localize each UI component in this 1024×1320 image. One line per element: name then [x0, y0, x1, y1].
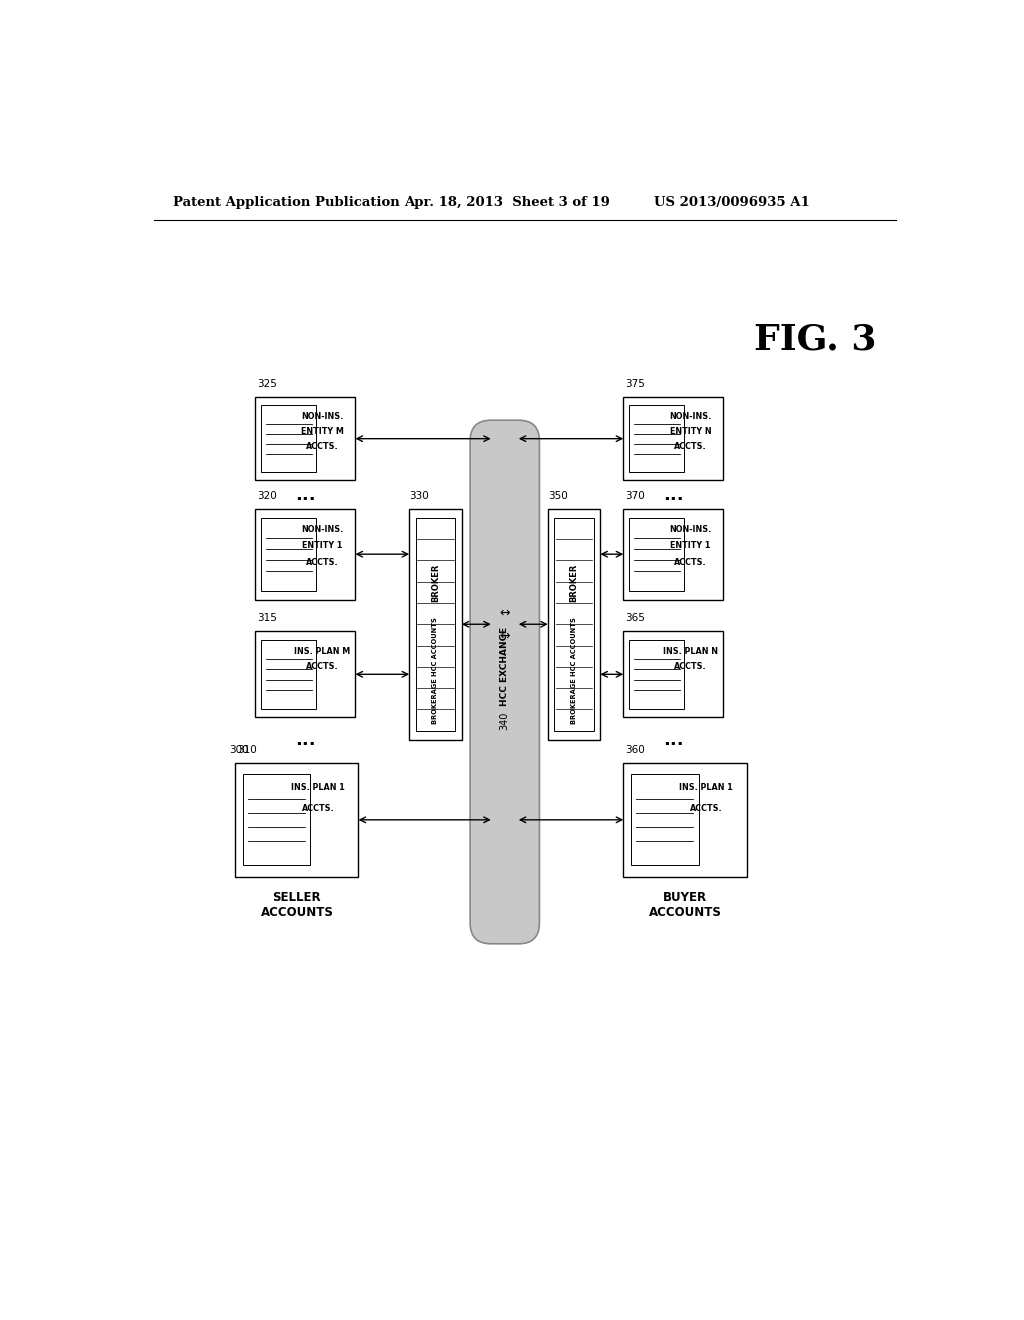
- Text: ENTITY 1: ENTITY 1: [302, 541, 343, 550]
- Bar: [630, 405, 684, 473]
- Bar: [624, 508, 724, 599]
- Bar: [630, 517, 684, 590]
- Bar: [416, 517, 456, 730]
- Text: INS. PLAN 1: INS. PLAN 1: [291, 783, 345, 792]
- Text: NON-INS.: NON-INS.: [301, 525, 343, 535]
- Text: Apr. 18, 2013  Sheet 3 of 19: Apr. 18, 2013 Sheet 3 of 19: [403, 197, 609, 209]
- Text: ACCTS.: ACCTS.: [674, 663, 707, 672]
- Bar: [624, 631, 724, 718]
- Bar: [624, 763, 746, 876]
- Text: BROKER: BROKER: [569, 564, 579, 602]
- Text: 340: 340: [500, 711, 510, 730]
- Text: ...: ...: [295, 486, 315, 503]
- Text: NON-INS.: NON-INS.: [670, 412, 712, 421]
- Text: Patent Application Publication: Patent Application Publication: [173, 197, 399, 209]
- Text: 350: 350: [548, 491, 567, 502]
- Text: 375: 375: [625, 379, 645, 389]
- Text: US 2013/0096935 A1: US 2013/0096935 A1: [654, 197, 810, 209]
- Text: INS. PLAN M: INS. PLAN M: [294, 647, 350, 656]
- Bar: [261, 517, 316, 590]
- Text: 315: 315: [257, 614, 276, 623]
- Bar: [410, 508, 462, 739]
- Text: ENTITY M: ENTITY M: [301, 428, 344, 436]
- Bar: [261, 640, 316, 709]
- Text: ↔: ↔: [500, 630, 510, 643]
- Text: ...: ...: [664, 486, 684, 503]
- Bar: [630, 640, 684, 709]
- Text: SELLER
ACCOUNTS: SELLER ACCOUNTS: [260, 891, 334, 919]
- Text: FIG. 3: FIG. 3: [755, 322, 877, 356]
- Text: ACCTS.: ACCTS.: [674, 558, 707, 566]
- Text: 320: 320: [257, 491, 276, 502]
- Text: ACCTS.: ACCTS.: [674, 442, 707, 451]
- Text: NON-INS.: NON-INS.: [301, 412, 343, 421]
- Text: HCC EXCHANGE: HCC EXCHANGE: [501, 627, 509, 706]
- Bar: [548, 508, 600, 739]
- Text: ...: ...: [664, 731, 684, 750]
- Text: INS. PLAN 1: INS. PLAN 1: [679, 783, 733, 792]
- Bar: [243, 775, 310, 866]
- Text: 365: 365: [625, 614, 645, 623]
- Text: 325: 325: [257, 379, 276, 389]
- Text: ACCTS.: ACCTS.: [306, 558, 339, 566]
- Bar: [554, 517, 594, 730]
- Bar: [631, 775, 698, 866]
- Text: ACCTS.: ACCTS.: [301, 804, 334, 813]
- Text: ACCTS.: ACCTS.: [306, 663, 339, 672]
- Text: 360: 360: [625, 746, 645, 755]
- Text: BROKERAGE HCC ACCOUNTS: BROKERAGE HCC ACCOUNTS: [432, 616, 438, 723]
- Text: NON-INS.: NON-INS.: [670, 525, 712, 535]
- Text: ...: ...: [295, 731, 315, 750]
- Bar: [255, 508, 355, 599]
- Bar: [236, 763, 358, 876]
- Bar: [624, 397, 724, 480]
- Text: ENTITY N: ENTITY N: [670, 428, 712, 436]
- Bar: [255, 397, 355, 480]
- Text: 310: 310: [237, 746, 257, 755]
- Text: BROKER: BROKER: [431, 564, 440, 602]
- FancyBboxPatch shape: [470, 420, 540, 944]
- Text: ACCTS.: ACCTS.: [689, 804, 722, 813]
- Text: BROKERAGE HCC ACCOUNTS: BROKERAGE HCC ACCOUNTS: [571, 616, 578, 723]
- Text: 370: 370: [625, 491, 645, 502]
- Text: ↔: ↔: [500, 606, 510, 619]
- Text: INS. PLAN N: INS. PLAN N: [663, 647, 718, 656]
- Bar: [255, 631, 355, 718]
- Text: ACCTS.: ACCTS.: [306, 442, 339, 451]
- Bar: [261, 405, 316, 473]
- Text: BUYER
ACCOUNTS: BUYER ACCOUNTS: [648, 891, 721, 919]
- Text: 300: 300: [229, 746, 249, 755]
- Text: ENTITY 1: ENTITY 1: [671, 541, 711, 550]
- Text: 330: 330: [410, 491, 429, 502]
